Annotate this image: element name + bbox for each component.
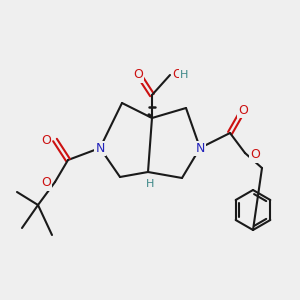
Text: O: O [41,134,51,146]
Text: N: N [195,142,205,154]
Text: H: H [180,70,188,80]
Text: N: N [95,142,105,154]
Text: O: O [133,68,143,82]
Text: O: O [238,103,248,116]
Text: O: O [172,68,182,82]
Text: O: O [41,176,51,190]
Text: H: H [146,179,154,189]
Text: O: O [250,148,260,161]
